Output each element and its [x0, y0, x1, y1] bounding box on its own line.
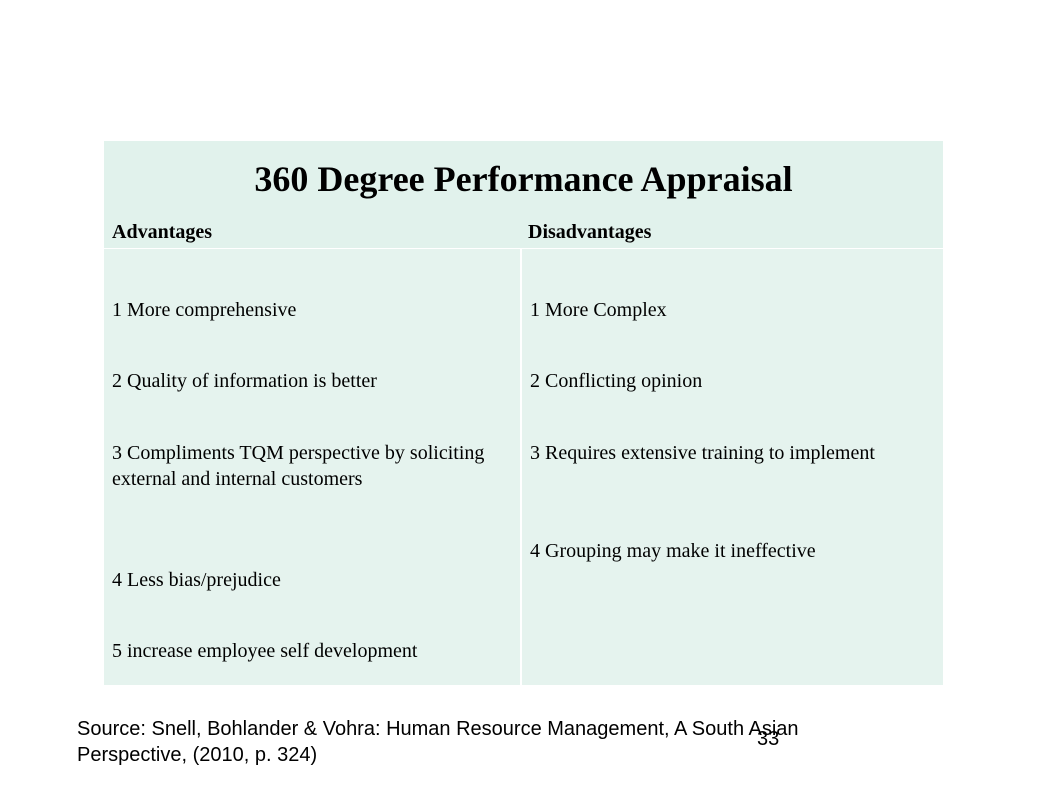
column-header-disadvantages: Disadvantages: [528, 221, 652, 243]
disadvantage-item: 3 Requires extensive training to impleme…: [530, 442, 875, 464]
disadvantage-item: 1 More Complex: [530, 299, 667, 321]
advantage-item: 5 increase employee self development: [112, 640, 418, 662]
advantage-item: 4 Less bias/prejudice: [112, 569, 281, 591]
page-number: 33: [757, 728, 780, 750]
disadvantage-item: 2 Conflicting opinion: [530, 370, 703, 392]
disadvantage-item: 4 Grouping may make it ineffective: [530, 540, 816, 562]
advantage-item: 2 Quality of information is better: [112, 370, 377, 392]
advantage-item: 1 More comprehensive: [112, 299, 297, 321]
disadvantages-cell: 1 More Complex 2 Conflicting opinion 3 R…: [522, 249, 943, 685]
table-header-band: 360 Degree Performance Appraisal Advanta…: [104, 141, 943, 248]
source-citation: Source: Snell, Bohlander & Vohra: Human …: [77, 718, 799, 766]
advantage-item: 3 Compliments TQM perspective by solicit…: [112, 442, 485, 490]
table-title: 360 Degree Performance Appraisal: [254, 159, 793, 199]
column-header-advantages: Advantages: [112, 221, 213, 243]
advantages-cell: 1 More comprehensive 2 Quality of inform…: [104, 249, 520, 685]
appraisal-table: 360 Degree Performance Appraisal Advanta…: [104, 141, 943, 685]
